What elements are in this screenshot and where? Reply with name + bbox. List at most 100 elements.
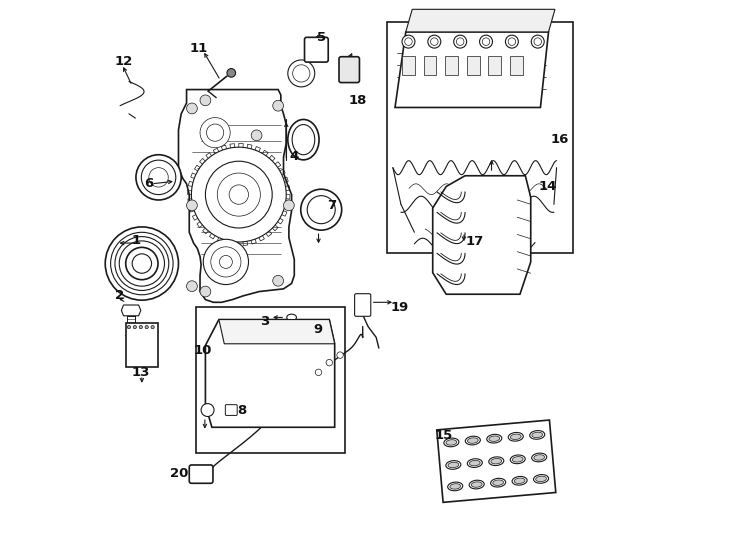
Circle shape: [119, 241, 164, 286]
Ellipse shape: [487, 434, 502, 443]
Ellipse shape: [508, 433, 523, 441]
Ellipse shape: [446, 461, 461, 469]
Circle shape: [479, 35, 493, 48]
Circle shape: [203, 239, 249, 285]
Bar: [402, 56, 415, 75]
Ellipse shape: [512, 457, 523, 462]
Circle shape: [534, 38, 542, 45]
Ellipse shape: [493, 480, 504, 485]
Ellipse shape: [534, 475, 548, 483]
Circle shape: [151, 326, 154, 329]
Ellipse shape: [448, 462, 459, 468]
Ellipse shape: [512, 476, 527, 485]
Ellipse shape: [531, 453, 547, 462]
Text: 11: 11: [190, 42, 208, 55]
Circle shape: [217, 173, 261, 216]
Ellipse shape: [448, 482, 462, 491]
Circle shape: [431, 38, 438, 45]
Ellipse shape: [444, 438, 459, 447]
Text: 16: 16: [550, 133, 569, 146]
Bar: [388, 22, 573, 253]
Polygon shape: [219, 320, 335, 344]
Circle shape: [402, 35, 415, 48]
Ellipse shape: [469, 480, 484, 489]
Ellipse shape: [450, 484, 461, 489]
Circle shape: [186, 103, 197, 114]
Circle shape: [428, 35, 441, 48]
Circle shape: [273, 100, 283, 111]
Circle shape: [308, 195, 335, 224]
Polygon shape: [121, 305, 141, 316]
Ellipse shape: [465, 436, 480, 445]
Circle shape: [200, 95, 211, 106]
Circle shape: [115, 237, 169, 291]
FancyBboxPatch shape: [305, 37, 328, 62]
Circle shape: [145, 326, 148, 329]
Text: 7: 7: [327, 199, 337, 212]
Text: 9: 9: [313, 323, 322, 336]
Text: 1: 1: [132, 234, 141, 247]
Circle shape: [404, 38, 413, 45]
Polygon shape: [433, 176, 531, 294]
Circle shape: [301, 189, 342, 230]
Bar: [196, 307, 346, 453]
Polygon shape: [395, 32, 548, 107]
Circle shape: [337, 352, 344, 359]
Circle shape: [288, 60, 315, 87]
Circle shape: [132, 254, 151, 273]
Ellipse shape: [292, 125, 315, 155]
Circle shape: [139, 326, 142, 329]
Circle shape: [508, 38, 516, 45]
Ellipse shape: [288, 119, 319, 160]
Circle shape: [127, 326, 131, 329]
Ellipse shape: [489, 457, 504, 465]
Circle shape: [111, 232, 173, 295]
Bar: [509, 56, 523, 75]
FancyBboxPatch shape: [339, 57, 360, 83]
Ellipse shape: [490, 478, 506, 487]
Text: 3: 3: [260, 315, 269, 328]
Text: 14: 14: [538, 180, 556, 193]
Ellipse shape: [468, 438, 479, 443]
Circle shape: [186, 281, 197, 292]
Bar: [445, 56, 458, 75]
Text: 2: 2: [115, 289, 124, 302]
Circle shape: [149, 167, 168, 187]
Circle shape: [251, 130, 262, 141]
Text: 17: 17: [465, 235, 484, 248]
Text: 20: 20: [170, 467, 189, 480]
Polygon shape: [437, 420, 556, 502]
Circle shape: [482, 38, 490, 45]
Polygon shape: [406, 9, 555, 32]
Circle shape: [142, 160, 176, 194]
Circle shape: [206, 124, 224, 141]
Text: 4: 4: [290, 151, 299, 164]
Text: 15: 15: [435, 429, 453, 442]
Ellipse shape: [532, 432, 542, 437]
Circle shape: [293, 65, 310, 82]
Circle shape: [134, 326, 137, 329]
Ellipse shape: [530, 430, 545, 439]
Text: 8: 8: [237, 403, 247, 416]
Circle shape: [326, 360, 333, 366]
Circle shape: [273, 275, 283, 286]
Circle shape: [206, 161, 272, 228]
Circle shape: [531, 35, 544, 48]
Text: 12: 12: [115, 55, 133, 68]
Ellipse shape: [471, 482, 482, 487]
Circle shape: [105, 227, 178, 300]
FancyBboxPatch shape: [225, 404, 237, 415]
Circle shape: [283, 200, 294, 211]
FancyBboxPatch shape: [355, 294, 371, 316]
Circle shape: [316, 369, 321, 375]
Polygon shape: [178, 90, 294, 302]
Ellipse shape: [489, 436, 500, 441]
Text: 5: 5: [316, 31, 326, 44]
Bar: [424, 56, 437, 75]
Ellipse shape: [491, 458, 501, 464]
Bar: [488, 56, 501, 75]
Ellipse shape: [510, 455, 526, 464]
Text: 19: 19: [390, 301, 408, 314]
Ellipse shape: [534, 455, 545, 460]
Circle shape: [192, 147, 286, 242]
